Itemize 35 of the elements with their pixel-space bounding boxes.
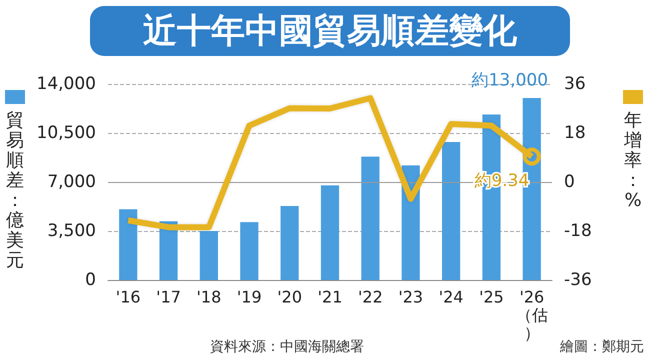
y-tick-label: 10,500 — [36, 123, 96, 143]
y2-tick-label: -36 — [564, 270, 592, 290]
y2-axis-title: 年增率：% — [623, 110, 643, 211]
bar — [280, 206, 299, 280]
y2-tick-label: 18 — [564, 123, 586, 143]
bar — [361, 156, 380, 280]
y-tick-label: 0 — [85, 270, 96, 290]
x-tick-label: '25 — [479, 288, 504, 306]
x-tick-label: '22 — [358, 288, 383, 306]
bar — [119, 209, 138, 280]
source-note: 資料來源：中國海關總署 — [210, 338, 364, 356]
y-tick-label: 3,500 — [47, 221, 96, 241]
x-tick-label: '17 — [156, 288, 181, 306]
y-tick-label: 14,000 — [36, 74, 96, 94]
y2-tick-label: 0 — [564, 172, 575, 192]
text: 繪圖：鄭期元 — [560, 338, 644, 356]
chart-title: 近十年中國貿易順差變化 — [90, 6, 570, 56]
data-label: 約9.34 — [474, 171, 530, 192]
x-tick-label: '21 — [318, 288, 342, 306]
bar — [200, 231, 218, 280]
bar — [240, 222, 258, 280]
bar — [320, 185, 340, 280]
x-tick-label: '24 — [438, 288, 464, 306]
x-tick-label: '18 — [196, 288, 222, 306]
x-tick-label: '26（估） — [516, 288, 548, 342]
y2-tick-label: 36 — [564, 74, 586, 94]
x-tick-label: '19 — [236, 288, 262, 306]
y2-tick-label: -18 — [564, 221, 592, 241]
y-axis-title: 貿易順差：億美元 — [5, 110, 25, 271]
x-tick-label: '23 — [398, 288, 424, 306]
x-tick-label: '20 — [277, 288, 302, 306]
data-label: 約13,000 — [472, 70, 548, 90]
x-tick-label: '16 — [116, 288, 141, 306]
y-tick-label: 7,000 — [47, 172, 96, 192]
bar — [442, 142, 460, 280]
